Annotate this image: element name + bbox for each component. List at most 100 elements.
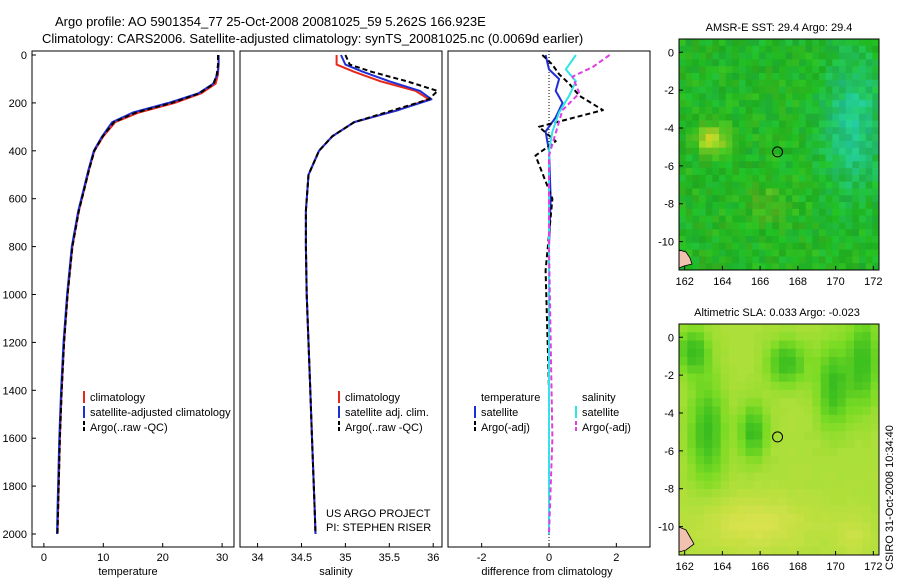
heatmap-cell xyxy=(779,324,788,333)
heatmap-cell xyxy=(759,229,767,237)
heatmap-cell xyxy=(837,324,847,333)
heatmap-cell xyxy=(695,456,705,465)
heatmap-cell xyxy=(712,86,720,94)
heatmap-cell xyxy=(765,154,773,162)
heatmap-cell xyxy=(692,59,700,67)
heatmap-cell xyxy=(720,530,730,539)
heatmap-cell xyxy=(720,447,730,457)
heatmap-cell xyxy=(804,357,813,366)
heatmap-cell xyxy=(859,93,867,101)
heatmap-cell xyxy=(839,52,847,60)
heatmap-cell xyxy=(779,505,788,515)
heatmap-cell xyxy=(712,134,720,142)
heatmap-cell xyxy=(795,398,805,407)
heatmap-cell xyxy=(829,431,838,440)
heatmap-cell xyxy=(812,513,822,523)
heatmap-cell xyxy=(832,106,840,115)
heatmap-cell xyxy=(812,546,822,555)
heatmap-cell xyxy=(705,93,713,101)
heatmap-cell xyxy=(732,249,740,257)
heatmap-cell xyxy=(699,100,707,108)
heatmap-cell xyxy=(819,39,827,47)
heatmap-cell xyxy=(862,472,872,482)
heatmap-cell xyxy=(712,106,720,115)
heatmap-cell xyxy=(745,140,753,149)
heatmap-cell xyxy=(705,45,713,53)
heatmap-cell xyxy=(812,79,820,87)
heatmap-cell xyxy=(799,242,807,251)
heatmap-cell xyxy=(772,229,780,237)
temperature-series xyxy=(56,55,220,535)
heatmap-cell xyxy=(739,195,747,203)
heatmap-cell xyxy=(779,546,788,555)
heatmap-cell xyxy=(805,93,813,101)
heatmap-cell xyxy=(745,332,755,341)
heatmap-cell xyxy=(719,256,727,264)
heatmap-cell xyxy=(799,229,807,237)
heatmap-cell xyxy=(679,480,688,490)
heatmap-cell xyxy=(772,93,780,101)
heatmap-cell xyxy=(872,147,879,155)
heatmap-cell xyxy=(779,340,788,350)
heatmap-cell xyxy=(729,522,738,531)
heatmap-cell xyxy=(754,530,763,539)
legend-label-satellite: satellite adj. clim. xyxy=(345,407,429,419)
heatmap-cell xyxy=(739,106,747,115)
heatmap-cell xyxy=(845,72,853,81)
heatmap-cell xyxy=(839,45,847,53)
heatmap-cell xyxy=(792,256,800,264)
heatmap-cell xyxy=(829,365,838,374)
heatmap-cell xyxy=(770,447,780,457)
heatmap-cell xyxy=(862,423,872,432)
heatmap-cell xyxy=(729,414,738,424)
heatmap-cell xyxy=(820,464,830,473)
heatmap-cell xyxy=(679,464,688,473)
heatmap-cell xyxy=(832,236,840,244)
heatmap-cell xyxy=(705,127,713,135)
heatmap-cell xyxy=(739,59,747,67)
heatmap-cell xyxy=(872,79,879,87)
heatmap-cell xyxy=(695,373,705,383)
heatmap-cell xyxy=(862,530,872,539)
heatmap-cell xyxy=(772,45,780,53)
heatmap-cell xyxy=(859,52,867,60)
heatmap-cell xyxy=(837,414,847,424)
heatmap-cell xyxy=(852,202,860,210)
heatmap-cell xyxy=(729,365,738,374)
heatmap-cell xyxy=(795,456,805,465)
heatmap-cell xyxy=(804,398,813,407)
heatmap-cell xyxy=(870,522,879,531)
heatmap-cell xyxy=(845,242,853,251)
heatmap-cell xyxy=(819,106,827,115)
heatmap-cell xyxy=(787,414,797,424)
heatmap-cell xyxy=(754,505,763,515)
legend-label-temp-satellite: satellite xyxy=(481,407,518,419)
heatmap-cell xyxy=(759,134,767,142)
heatmap-cell xyxy=(779,120,787,128)
heatmap-cell xyxy=(792,242,800,251)
heatmap-cell xyxy=(685,249,693,257)
x-tick-label: 36 xyxy=(427,552,439,564)
heatmap-cell xyxy=(772,140,780,149)
heatmap-cell xyxy=(679,161,687,169)
heatmap-cell xyxy=(795,365,805,374)
heatmap-cell xyxy=(739,147,747,155)
heatmap-cell xyxy=(799,120,807,128)
heatmap-cell xyxy=(745,106,753,115)
heatmap-cell xyxy=(770,340,780,350)
heatmap-cell xyxy=(712,66,720,74)
heatmap-cell xyxy=(785,249,793,257)
heatmap-cell xyxy=(705,242,713,251)
heatmap-cell xyxy=(779,373,788,383)
heatmap-cell xyxy=(804,522,813,531)
heatmap-cell xyxy=(799,168,807,176)
heatmap-cell xyxy=(852,127,860,135)
heatmap-cell xyxy=(845,406,855,416)
heatmap-cell xyxy=(804,472,813,482)
heatmap-cell xyxy=(745,39,753,47)
heatmap-cell xyxy=(825,113,833,121)
heatmap-cell xyxy=(852,134,860,142)
heatmap-cell xyxy=(839,263,847,270)
x-tick-label: 2 xyxy=(613,552,619,564)
